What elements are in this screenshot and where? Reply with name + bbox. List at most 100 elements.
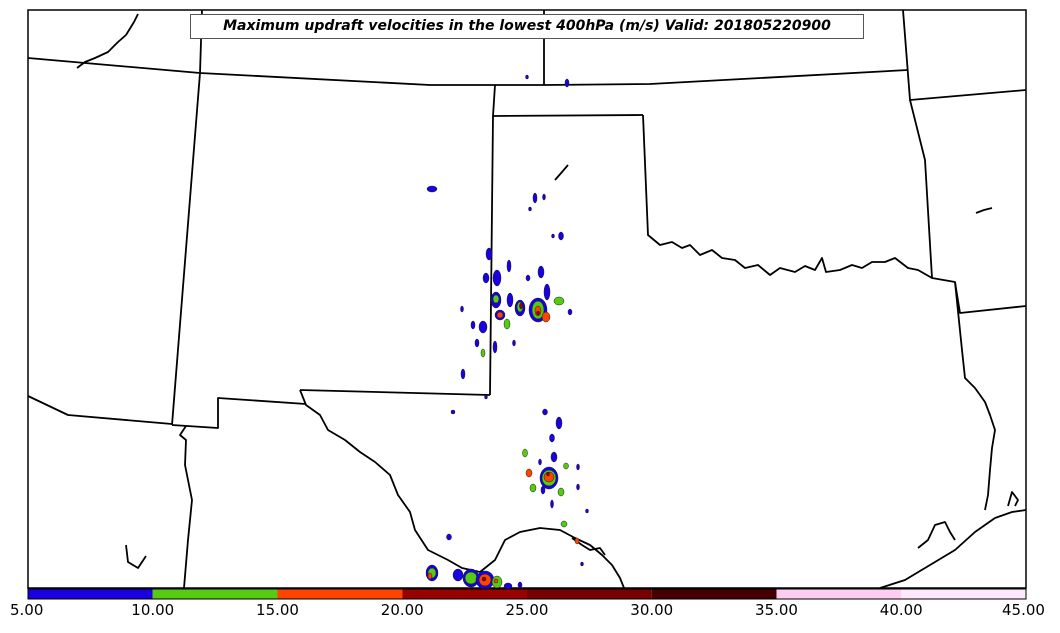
updraft-cell: [557, 487, 565, 497]
updraft-cell: [485, 247, 493, 261]
rio-grande: [299, 389, 481, 573]
updraft-cell: [555, 416, 563, 430]
updraft-cell: [532, 192, 538, 204]
updraft-cell: [551, 233, 555, 239]
colorbar-segment: [776, 589, 902, 599]
updraft-cell: [482, 272, 490, 284]
gulf-coast: [479, 527, 625, 589]
colorbar-segment: [277, 589, 403, 599]
updraft-cell: [528, 206, 532, 212]
updraft-cell: [541, 311, 551, 323]
updraft-cell: [549, 433, 555, 443]
updraft-cell: [540, 485, 546, 495]
updraft-cell: [558, 231, 564, 241]
map-title: Maximum updraft velocities in the lowest…: [190, 14, 864, 39]
colorbar-tick-label: 10.00: [131, 601, 175, 619]
updraft-cell: [492, 269, 502, 287]
updraft-cell: [574, 537, 580, 545]
coastline-sw: [125, 544, 147, 569]
updraft-cell: [464, 571, 478, 585]
arizona-border: [27, 395, 173, 425]
updraft-cell: [493, 578, 499, 584]
updraft-cell: [550, 499, 554, 509]
new-mexico-south-border: [171, 397, 307, 429]
updraft-cell: [496, 311, 504, 319]
colorbar-segment: [402, 589, 527, 599]
updraft-cell: [542, 408, 548, 416]
updraft-cell: [517, 581, 523, 589]
updraft-cell: [567, 308, 573, 316]
updraft-cell: [546, 471, 550, 477]
colorbar-segment: [28, 589, 153, 599]
updraft-cell: [460, 368, 466, 380]
updraft-cell: [452, 568, 464, 582]
colorbar-tick-label: 45.00: [1002, 601, 1045, 619]
updraft-cell: [478, 320, 488, 334]
updraft-cell: [560, 520, 568, 528]
updraft-cell: [470, 320, 476, 330]
updraft-cell: [525, 468, 533, 478]
louisiana-coast: [879, 509, 1027, 589]
updraft-cell: [529, 483, 537, 493]
updraft-cell: [506, 292, 514, 308]
colorbar: [27, 588, 1027, 600]
updraft-cell: [564, 78, 570, 88]
updraft-cell: [553, 296, 565, 306]
colorbar-tick-label: 25.00: [505, 601, 549, 619]
updraft-cell: [492, 294, 500, 304]
updraft-cell: [522, 448, 528, 458]
updraft-cell: [538, 458, 542, 466]
colorbar-tick-label: 35.00: [755, 601, 798, 619]
updraft-cell: [543, 283, 551, 301]
updraft-cell: [576, 483, 580, 491]
texas-east-border: [954, 281, 996, 511]
updraft-cell: [506, 259, 512, 273]
colorbar-frame: [27, 588, 1027, 600]
updraft-cell: [585, 508, 589, 514]
colorbar-segment: [651, 589, 777, 599]
colorbar-tick-label: 30.00: [630, 601, 674, 619]
lake-east: [975, 207, 993, 214]
updraft-cells: [425, 74, 589, 590]
updraft-cell: [446, 533, 452, 541]
updraft-cell: [427, 572, 433, 580]
colorbar-tick-label: 40.00: [879, 601, 923, 619]
map-frame: [27, 9, 1027, 589]
updraft-cell: [503, 582, 513, 590]
updraft-cell: [503, 318, 511, 330]
updraft-cell: [492, 340, 498, 354]
updraft-cell: [512, 339, 516, 347]
colorbar-segment: [527, 589, 652, 599]
updraft-cell: [537, 265, 545, 279]
updraft-cell: [542, 193, 546, 201]
coastline-nw: [76, 13, 139, 69]
updraft-cell: [536, 310, 540, 316]
updraft-cell: [484, 394, 488, 400]
colorbar-segment: [152, 589, 278, 599]
oklahoma-east-border: [909, 99, 1027, 314]
updraft-cell: [525, 74, 529, 80]
bay-coast: [917, 521, 956, 549]
red-river: [642, 114, 933, 279]
updraft-cell: [576, 463, 580, 471]
texas-north-border: [299, 389, 491, 396]
bay-coast-2: [1007, 491, 1019, 507]
colorbar-tick-label: 20.00: [380, 601, 424, 619]
updraft-cell: [450, 409, 456, 415]
arizona-east-border: [179, 425, 193, 589]
updraft-cell: [474, 338, 480, 348]
colorbar-tick-label: 15.00: [256, 601, 299, 619]
colorbar-segment: [901, 589, 1026, 599]
updraft-cell: [460, 305, 464, 313]
updraft-cell: [519, 302, 523, 310]
updraft-cell: [480, 348, 486, 358]
updraft-cell: [580, 561, 584, 567]
updraft-cell: [563, 462, 569, 470]
updraft-cell: [426, 185, 438, 193]
lake-inland: [554, 164, 569, 181]
updraft-cell: [550, 451, 558, 463]
updraft-cell: [525, 274, 531, 282]
northern-border: [27, 57, 909, 86]
colorbar-tick-label: 5.00: [10, 601, 44, 619]
